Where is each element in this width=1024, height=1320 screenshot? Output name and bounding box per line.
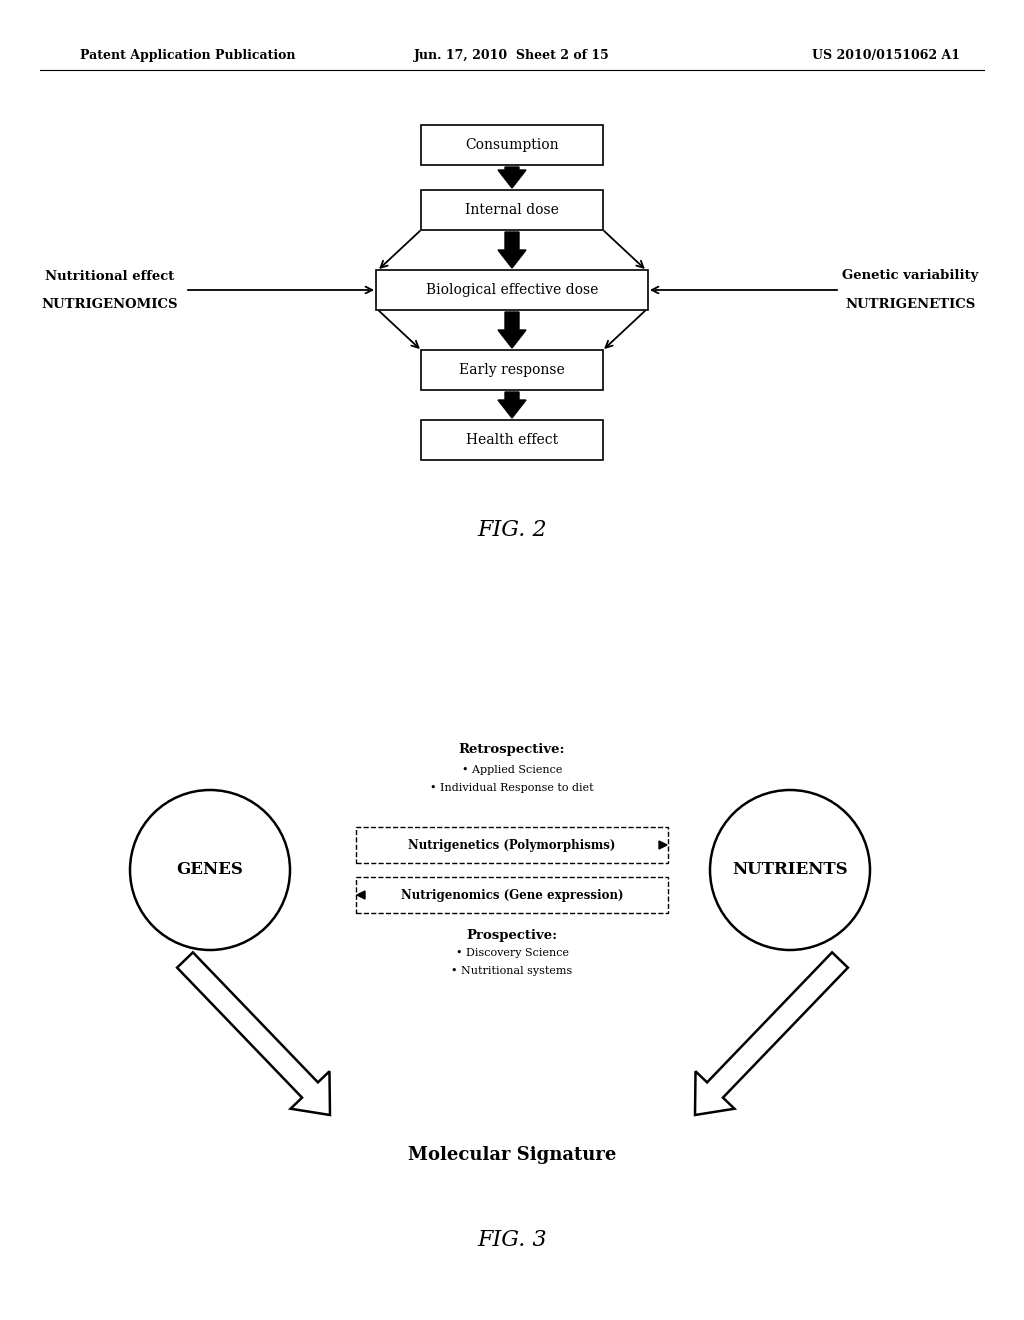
Text: Nutrigenetics (Polymorphisms): Nutrigenetics (Polymorphisms) <box>409 838 615 851</box>
Text: • Nutritional systems: • Nutritional systems <box>452 966 572 975</box>
Text: Patent Application Publication: Patent Application Publication <box>80 49 296 62</box>
Text: US 2010/0151062 A1: US 2010/0151062 A1 <box>812 49 961 62</box>
Polygon shape <box>498 312 526 348</box>
FancyBboxPatch shape <box>421 125 603 165</box>
FancyBboxPatch shape <box>421 350 603 389</box>
Text: NUTRIENTS: NUTRIENTS <box>732 862 848 879</box>
Text: GENES: GENES <box>176 862 244 879</box>
FancyBboxPatch shape <box>356 828 668 863</box>
Text: Consumption: Consumption <box>465 139 559 152</box>
Text: Prospective:: Prospective: <box>467 928 557 941</box>
FancyBboxPatch shape <box>356 876 668 913</box>
Polygon shape <box>498 168 526 187</box>
Polygon shape <box>498 232 526 268</box>
Text: Biological effective dose: Biological effective dose <box>426 282 598 297</box>
Circle shape <box>130 789 290 950</box>
Text: Jun. 17, 2010  Sheet 2 of 15: Jun. 17, 2010 Sheet 2 of 15 <box>414 49 610 62</box>
Polygon shape <box>498 392 526 418</box>
FancyBboxPatch shape <box>376 271 648 310</box>
Text: Internal dose: Internal dose <box>465 203 559 216</box>
Text: • Applied Science: • Applied Science <box>462 766 562 775</box>
Text: Molecular Signature: Molecular Signature <box>408 1146 616 1164</box>
Text: Nutrigenomics (Gene expression): Nutrigenomics (Gene expression) <box>400 888 624 902</box>
Text: Health effect: Health effect <box>466 433 558 447</box>
Circle shape <box>710 789 870 950</box>
Polygon shape <box>695 952 848 1115</box>
FancyBboxPatch shape <box>421 420 603 459</box>
Polygon shape <box>357 891 365 899</box>
Text: Nutritional effect: Nutritional effect <box>45 269 175 282</box>
Text: NUTRIGENOMICS: NUTRIGENOMICS <box>42 297 178 310</box>
Text: • Individual Response to diet: • Individual Response to diet <box>430 783 594 793</box>
Polygon shape <box>659 841 667 849</box>
Text: Retrospective:: Retrospective: <box>459 743 565 756</box>
FancyBboxPatch shape <box>421 190 603 230</box>
Text: FIG. 3: FIG. 3 <box>477 1229 547 1251</box>
Text: • Discovery Science: • Discovery Science <box>456 948 568 958</box>
Text: NUTRIGENETICS: NUTRIGENETICS <box>845 297 975 310</box>
Text: FIG. 2: FIG. 2 <box>477 519 547 541</box>
Polygon shape <box>177 952 330 1115</box>
Text: Early response: Early response <box>459 363 565 378</box>
Text: Genetic variability: Genetic variability <box>842 269 978 282</box>
